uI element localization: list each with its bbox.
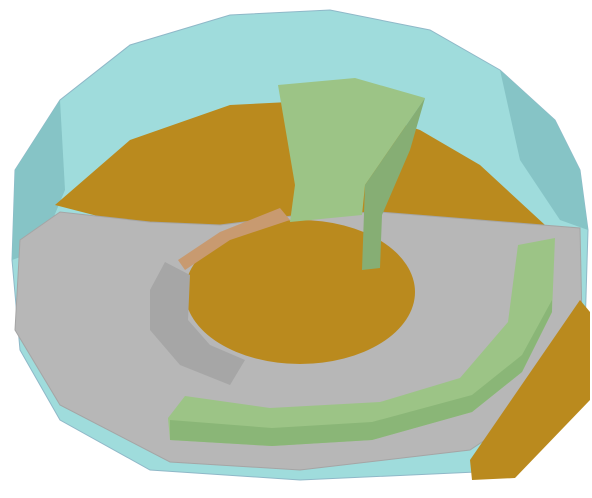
green-tower-front xyxy=(290,185,365,222)
green-tower xyxy=(278,78,425,185)
inner-floor xyxy=(185,220,415,364)
inner-wall xyxy=(178,208,290,270)
green-ring-side xyxy=(170,300,552,446)
green-tower-side xyxy=(362,98,425,270)
stairs xyxy=(150,262,245,385)
wall-shade xyxy=(500,70,588,230)
orange-block xyxy=(470,300,590,480)
green-ring xyxy=(168,238,555,446)
